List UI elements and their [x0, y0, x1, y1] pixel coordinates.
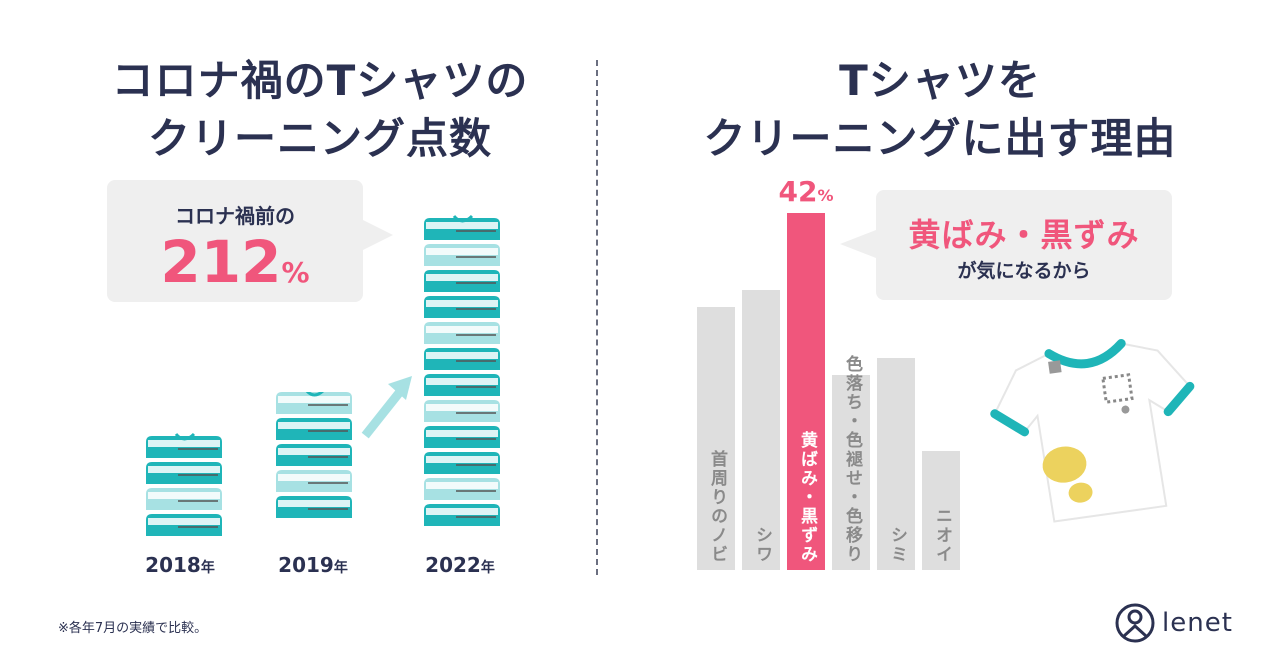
year-label-2022: 2022年 — [405, 553, 515, 577]
year-2019-text: 2019 — [278, 553, 334, 577]
folded-tshirt-layer — [424, 504, 500, 526]
folded-tshirt-layer — [276, 418, 352, 440]
stack-2019 — [276, 392, 352, 518]
folded-tshirt-layer — [424, 400, 500, 422]
highlight-bar-value: 42% — [766, 175, 846, 208]
folded-tshirt-layer — [146, 462, 222, 484]
reason-callout-bubble: 黄ばみ・黒ずみ が気になるから — [876, 190, 1172, 300]
year-suffix: 年 — [333, 560, 348, 576]
reason-bar-label: 色落ち・色褪せ・色移り — [842, 355, 862, 564]
folded-tshirt-layer — [276, 470, 352, 492]
stained-tshirt-illustration — [990, 339, 1195, 523]
reason-callout-main: 黄ばみ・黒ずみ — [908, 216, 1140, 254]
folded-tshirt-layer — [424, 244, 500, 266]
tshirt-collar — [174, 432, 196, 441]
highlight-value-number: 42 — [778, 175, 818, 208]
year-2022-text: 2022 — [425, 553, 481, 577]
folded-tshirt-layer — [424, 270, 500, 292]
folded-tshirt-layer — [146, 488, 222, 510]
folded-tshirt-layer — [424, 478, 500, 500]
callout-subtitle: コロナ禍前の — [175, 204, 295, 228]
year-label-2018: 2018年 — [125, 553, 235, 577]
year-suffix: 年 — [200, 560, 215, 576]
reason-bar — [787, 213, 825, 570]
reason-bar — [742, 289, 780, 570]
year-label-2019: 2019年 — [258, 553, 368, 577]
folded-tshirt-layer — [424, 426, 500, 448]
dashed-divider — [596, 60, 598, 575]
right-chart-title: Tシャツを クリーニングに出す理由 — [640, 52, 1240, 168]
folded-tshirt-layer — [424, 374, 500, 396]
folded-tshirt-layer — [424, 348, 500, 370]
year-suffix: 年 — [480, 560, 495, 576]
reason-bar — [832, 374, 870, 570]
folded-tshirt-layer — [146, 436, 222, 458]
reason-callout-sub: が気になるから — [957, 260, 1091, 282]
folded-tshirt-layer — [424, 322, 500, 344]
up-arrow-icon — [361, 376, 412, 439]
left-title-line2: クリーニング点数 — [147, 114, 492, 163]
footnote: ※各年7月の実績で比較。 — [58, 621, 208, 636]
callout-number: 212 — [160, 228, 282, 296]
year-2018-text: 2018 — [145, 553, 201, 577]
folded-tshirt-layer — [146, 514, 222, 536]
callout-tail — [361, 219, 393, 251]
right-title-line1: Tシャツを — [839, 56, 1041, 105]
callout-value: 212% — [107, 228, 363, 296]
stack-2022 — [424, 214, 500, 526]
left-chart-title: コロナ禍のTシャツの クリーニング点数 — [40, 52, 600, 168]
left-title-line1: コロナ禍のTシャツの — [111, 56, 529, 105]
folded-tshirt-layer — [276, 496, 352, 518]
tshirt-collar — [452, 214, 474, 223]
folded-tshirt-layer — [424, 218, 500, 240]
reason-bar-label: 首周りのノビ — [707, 450, 727, 564]
lenet-logo-text: lenet — [1162, 608, 1233, 638]
lenet-logo-icon — [1115, 603, 1155, 643]
reason-bar — [922, 451, 960, 570]
reason-callout-tail — [840, 230, 876, 258]
increase-callout-bubble: コロナ禍前の 212% — [107, 180, 363, 302]
tshirt-collar — [305, 392, 325, 397]
reason-bar — [697, 306, 735, 570]
reason-bar-label: シワ — [752, 526, 772, 564]
reason-bar-label: ニオイ — [932, 507, 952, 564]
highlight-value-unit: % — [817, 186, 834, 205]
folded-tshirt-layer — [424, 452, 500, 474]
reason-bar — [877, 357, 915, 570]
folded-tshirt-layer — [276, 392, 352, 414]
folded-tshirt-layer — [424, 296, 500, 318]
reason-bar-label: 黄ばみ・黒ずみ — [797, 431, 817, 564]
callout-unit: % — [281, 256, 310, 289]
folded-tshirt-layer — [276, 444, 352, 466]
stack-2018 — [146, 432, 222, 536]
reason-bar-label: シミ — [887, 526, 907, 564]
right-title-line2: クリーニングに出す理由 — [703, 114, 1177, 163]
